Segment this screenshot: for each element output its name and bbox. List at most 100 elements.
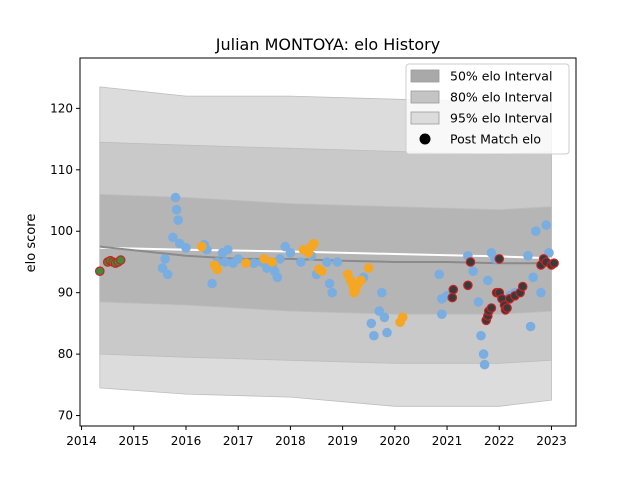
- legend-label: Post Match elo: [450, 132, 541, 147]
- y-tick-label: 100: [50, 224, 73, 238]
- data-point-s0-0: [157, 263, 168, 273]
- y-tick-label: 120: [50, 101, 73, 115]
- data-point-s0-41: [434, 269, 444, 280]
- legend-swatch: [410, 69, 440, 83]
- data-point-s0-47: [473, 297, 484, 307]
- chart-title: Julian MONTOYA: elo History: [215, 35, 440, 54]
- data-point-s0-32: [327, 287, 337, 298]
- x-tick-label: 2019: [327, 434, 358, 448]
- legend-swatch: [410, 111, 440, 125]
- data-point-s0-49: [478, 349, 489, 359]
- data-point-s3-1: [448, 284, 459, 295]
- data-point-s0-59: [530, 226, 541, 236]
- data-point-s0-43: [436, 309, 447, 319]
- y-tick-label: 70: [58, 409, 73, 423]
- x-tick-label: 2022: [484, 434, 515, 448]
- data-point-s0-26: [285, 248, 296, 258]
- data-point-s3-17: [517, 281, 528, 292]
- interval-bands: [99, 86, 552, 407]
- data-point-s0-57: [525, 321, 536, 332]
- data-point-s0-39: [379, 312, 390, 323]
- x-tick-label: 2018: [275, 434, 306, 448]
- y-tick-label: 110: [50, 163, 73, 177]
- data-point-s1-4: [259, 254, 270, 264]
- legend: 50% elo Interval 80% elo Interval 95% elo …: [405, 63, 570, 155]
- data-point-s0-3: [168, 232, 178, 243]
- data-point-s0-4: [170, 192, 181, 203]
- data-point-s0-38: [376, 287, 387, 298]
- data-point-s0-62: [544, 248, 554, 258]
- legend-marker: [419, 133, 431, 145]
- x-axis-ticks: 2014 2015 2016 2017 2018 2019 2020 2021 2022 2023: [66, 426, 567, 448]
- data-point-s0-30: [322, 257, 332, 267]
- post-match-points: [95, 192, 559, 370]
- data-point-s3-23: [494, 254, 505, 264]
- trend-lines: [99, 245, 552, 265]
- data-point-s0-23: [272, 272, 283, 283]
- x-tick-label: 2023: [536, 434, 567, 448]
- y-axis-label: elo score: [24, 214, 39, 273]
- data-point-s0-40: [382, 327, 392, 338]
- data-point-s0-14: [220, 257, 230, 267]
- data-point-s0-11: [207, 278, 217, 289]
- trend-line-median: [99, 245, 552, 265]
- legend-box: [405, 63, 570, 155]
- legend-swatch: [410, 90, 440, 104]
- data-point-s1-19: [363, 263, 374, 273]
- data-point-s0-60: [536, 287, 546, 298]
- legend-label: 80% elo Interval: [450, 90, 552, 105]
- data-point-s2-6: [115, 255, 126, 265]
- data-point-s1-18: [356, 275, 366, 286]
- data-point-s3-0: [447, 292, 458, 303]
- data-point-s1-21: [397, 312, 408, 323]
- y-tick-label: 80: [58, 347, 73, 361]
- x-tick-label: 2014: [66, 434, 97, 448]
- data-point-s3-13: [502, 303, 512, 313]
- data-point-s0-56: [523, 251, 533, 261]
- x-tick-label: 2017: [223, 434, 254, 448]
- data-point-s1-2: [212, 264, 223, 275]
- data-point-s0-61: [541, 220, 551, 230]
- x-tick-label: 2021: [432, 434, 463, 448]
- x-tick-label: 2016: [171, 434, 202, 448]
- x-tick-label: 2015: [119, 434, 150, 448]
- x-tick-label: 2020: [380, 434, 411, 448]
- data-point-s3-22: [549, 258, 559, 268]
- data-point-s0-15: [223, 244, 233, 255]
- data-point-s2-0: [95, 266, 105, 276]
- trend-line-mean: [99, 246, 552, 260]
- legend-label: 95% elo Interval: [450, 111, 552, 126]
- data-point-s0-18: [249, 258, 259, 268]
- data-point-s0-17: [233, 254, 243, 264]
- data-point-s0-31: [324, 278, 335, 289]
- data-point-s0-1: [160, 254, 170, 264]
- data-point-s0-25: [280, 241, 290, 252]
- data-point-s0-8: [181, 243, 191, 253]
- data-point-s1-11: [316, 266, 327, 276]
- data-point-s0-27: [296, 257, 306, 267]
- data-point-s3-3: [465, 257, 476, 267]
- legend-label: 50% elo Interval: [450, 69, 552, 84]
- data-point-s0-37: [374, 306, 384, 316]
- data-point-s0-33: [332, 257, 343, 267]
- y-tick-label: 90: [58, 286, 73, 300]
- data-point-s1-9: [309, 238, 319, 249]
- data-point-s1-0: [196, 241, 207, 252]
- data-point-s3-2: [463, 280, 473, 291]
- data-point-s0-35: [366, 318, 377, 329]
- data-point-s0-24: [275, 254, 285, 264]
- data-point-s1-5: [267, 257, 277, 267]
- data-point-s0-46: [468, 266, 478, 276]
- data-point-s0-48: [476, 330, 486, 341]
- data-point-s0-51: [482, 275, 493, 286]
- data-point-s0-6: [173, 215, 183, 225]
- data-point-s0-58: [528, 272, 538, 283]
- data-point-s0-5: [171, 204, 182, 215]
- data-point-s0-2: [162, 269, 173, 280]
- y-axis-ticks: 70 80 90 100 110 120: [50, 101, 80, 423]
- data-point-s0-36: [369, 330, 379, 341]
- data-point-s3-7: [486, 303, 497, 313]
- plot-frame: [79, 57, 577, 427]
